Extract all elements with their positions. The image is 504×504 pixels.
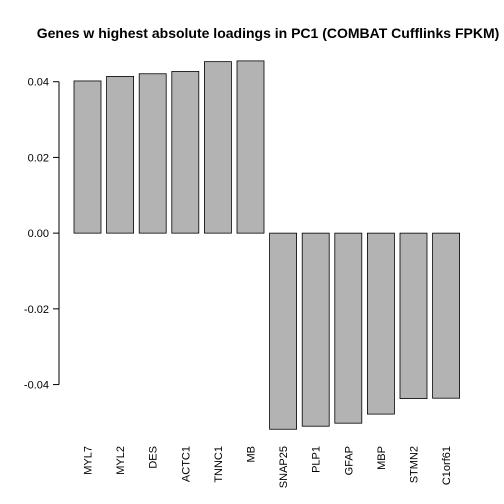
y-tick-label: 0.00 bbox=[28, 228, 49, 240]
x-tick-label: MBP bbox=[376, 446, 388, 470]
bar-actc1 bbox=[171, 71, 200, 234]
bar-c1orf61 bbox=[432, 232, 461, 399]
x-tick-label: C1orf61 bbox=[441, 446, 453, 485]
x-tick-label: MYL7 bbox=[83, 446, 95, 475]
bar-mbp bbox=[366, 232, 395, 415]
x-axis-labels: MYL7 MYL2 DES ACTC1 TNNC1 MB SNAP25 PLP1 GFAP MBP… bbox=[83, 446, 454, 488]
x-tick-label: DES bbox=[148, 446, 160, 469]
y-tick-label: 0.02 bbox=[28, 152, 49, 164]
bars bbox=[73, 60, 461, 430]
y-axis: -0.04 -0.02 0.00 0.02 0.04 bbox=[24, 77, 60, 392]
bar-des bbox=[138, 73, 167, 234]
x-tick-label: STMN2 bbox=[409, 446, 421, 483]
y-tick-label: -0.02 bbox=[24, 304, 49, 316]
bar-gfap bbox=[334, 232, 363, 424]
x-tick-label: PLP1 bbox=[311, 446, 323, 473]
y-tick-label: -0.04 bbox=[24, 380, 49, 392]
x-tick-label: SNAP25 bbox=[278, 446, 290, 488]
bar-plp1 bbox=[301, 232, 330, 427]
bar-myl2 bbox=[106, 76, 134, 234]
x-tick-label: ACTC1 bbox=[180, 446, 192, 482]
y-tick-label: 0.04 bbox=[28, 77, 49, 89]
bar-mb bbox=[236, 60, 265, 234]
bar-tnnc1 bbox=[203, 61, 232, 234]
chart-title: Genes w highest absolute loadings in PC1… bbox=[37, 25, 500, 41]
x-tick-label: GFAP bbox=[343, 446, 355, 475]
bar-myl7 bbox=[73, 80, 102, 234]
x-tick-label: MB bbox=[246, 446, 258, 463]
x-tick-label: MYL2 bbox=[115, 446, 127, 475]
bar-snap25 bbox=[269, 232, 298, 430]
x-tick-label: TNNC1 bbox=[213, 446, 225, 483]
bar-stmn2 bbox=[399, 232, 428, 399]
